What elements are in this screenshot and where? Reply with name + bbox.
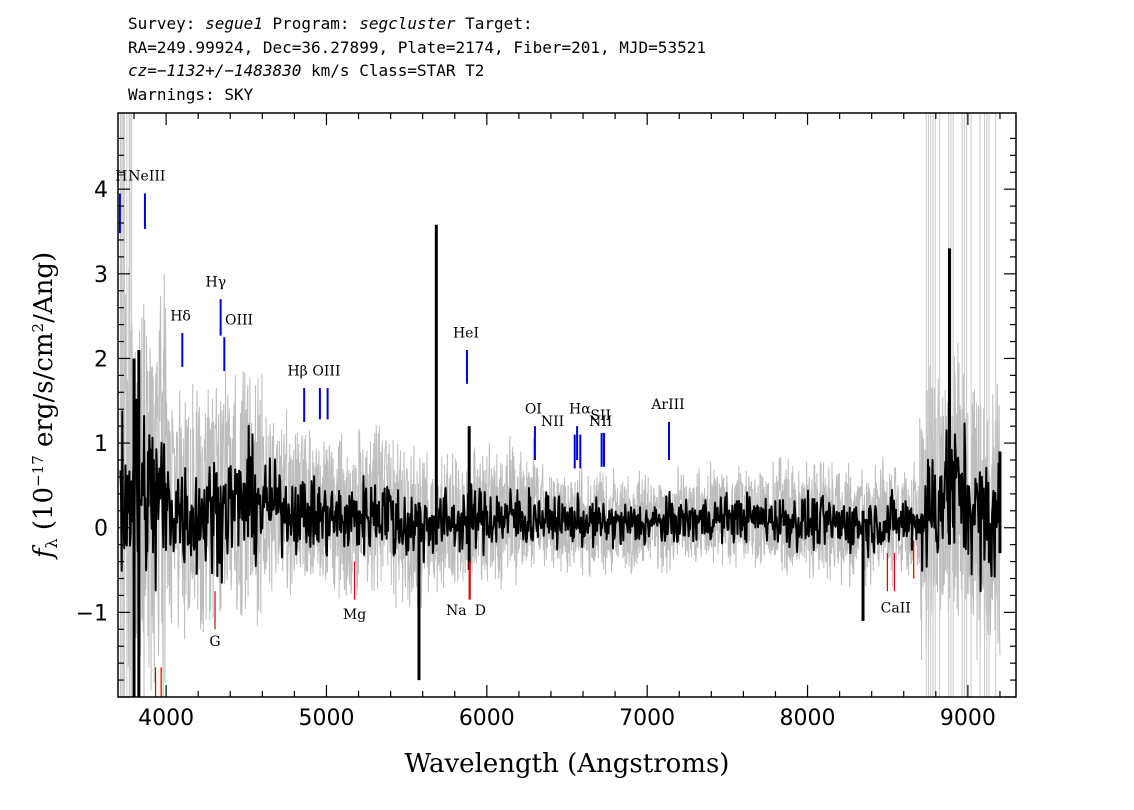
absorption-line-label: D — [475, 603, 486, 619]
y-axis-title-part: (10 — [29, 487, 59, 539]
absorption-line-label: Na — [446, 603, 467, 619]
y-axis-title: fλ (10−17 erg/s/cm2/Ang) — [29, 252, 61, 560]
header-line-4: Warnings: SKY — [128, 84, 254, 104]
emission-line-label: Hδ — [170, 308, 191, 324]
target-label: Target: — [455, 14, 533, 33]
header-line-1: Survey: segue1 Program: segcluster Targe… — [128, 12, 706, 36]
x-tick-label: 5000 — [298, 706, 354, 731]
spectrum-header: Survey: segue1 Program: segcluster Targe… — [128, 12, 706, 106]
y-tick-label: 3 — [94, 263, 108, 288]
y-axis-title-part: 2 — [29, 323, 47, 333]
survey-label: Survey: — [128, 14, 206, 33]
class-value: km/s Class=STAR T2 — [301, 61, 485, 80]
y-tick-label: 2 — [94, 347, 108, 372]
x-tick-label: 8000 — [780, 706, 836, 731]
absorption-line-label: Mg — [343, 607, 366, 623]
x-axis-title: Wavelength (Angstroms) — [405, 749, 730, 779]
absorption-line-label: CaII — [881, 600, 911, 616]
header-line-3: cz=−1132+/−1483830 km/s Class=STAR T2 — [128, 59, 706, 83]
y-axis-title-part: −17 — [29, 455, 47, 487]
emission-line-label: OIII — [225, 313, 253, 329]
emission-line-label: HeI — [453, 325, 479, 341]
x-tick-label: 4000 — [138, 706, 194, 731]
x-tick-label: 7000 — [619, 706, 675, 731]
y-tick-label: 0 — [94, 517, 108, 542]
emission-line-label: NII — [541, 414, 564, 430]
y-axis-title-part: erg/s/cm — [29, 332, 59, 455]
header-line-2: RA=249.99924, Dec=36.27899, Plate=2174, … — [128, 37, 706, 57]
emission-line-label: OI — [525, 401, 542, 417]
emission-line-label: SII — [590, 408, 611, 424]
plot-data-area — [118, 113, 1002, 697]
survey-value: segue1 — [205, 14, 263, 33]
y-tick-label: 4 — [94, 178, 108, 203]
plot-frame — [117, 112, 1017, 698]
redshift-value: cz=−1132+/−1483830 — [128, 61, 302, 80]
y-tick-label: 1 — [94, 432, 108, 457]
emission-line-label: Hα — [569, 401, 591, 417]
emission-line-label: OIII — [312, 363, 340, 379]
emission-line-label: NII — [589, 414, 612, 430]
x-tick-label: 6000 — [459, 706, 515, 731]
emission-line-label: H — [115, 169, 127, 185]
absorption-line-label: G — [209, 634, 220, 650]
emission-line-label: NeIII — [128, 169, 165, 185]
y-tick-label: −1 — [76, 601, 108, 626]
program-value: segcluster — [359, 14, 456, 33]
y-axis-title-part: λ — [42, 538, 61, 548]
program-label: Program: — [262, 14, 360, 33]
emission-line-label: Hγ — [206, 275, 227, 291]
emission-line-label: ArIII — [650, 397, 684, 413]
emission-line-label: Hβ — [287, 363, 307, 379]
y-axis-title-part: /Ang) — [29, 252, 59, 323]
x-tick-label: 9000 — [940, 706, 996, 731]
flux-series — [119, 398, 1001, 593]
